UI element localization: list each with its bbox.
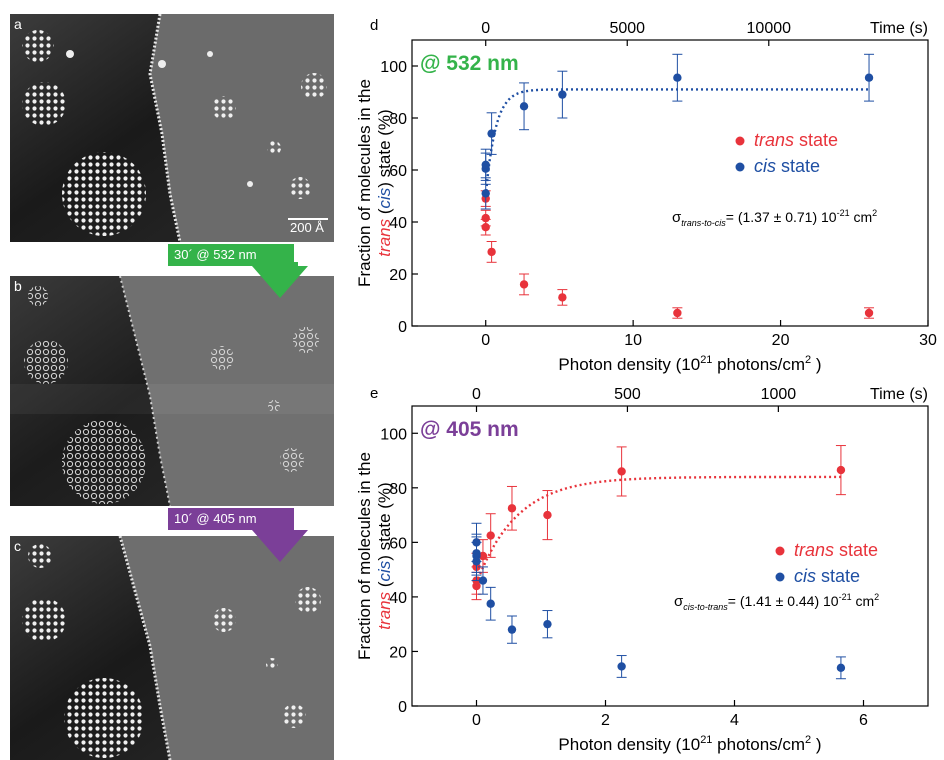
top-tick-label: 1000 (761, 386, 797, 403)
y-axis-label-line2: trans (cis) state (%) (375, 482, 394, 629)
arrow-532-nm: 30´ @ 532 nm (168, 244, 338, 298)
panel-letter-b: b (14, 278, 22, 294)
data-point (481, 160, 490, 169)
y-tick-label: 100 (380, 59, 407, 76)
wavelength-label: @ 405 nm (420, 418, 519, 441)
arrow-405-nm: 10´ @ 405 nm (168, 508, 338, 562)
wavelength-label: @ 532 nm (420, 52, 519, 75)
data-point (836, 663, 846, 673)
panel-letter: d (370, 17, 378, 34)
data-point (519, 102, 529, 111)
data-point (617, 662, 626, 671)
x-tick-label: 20 (772, 332, 790, 349)
top-tick-label: 0 (481, 20, 490, 37)
data-point (487, 247, 496, 257)
data-point (486, 531, 495, 540)
y-tick-label: 60 (389, 163, 407, 180)
y-tick-label: 40 (389, 215, 407, 232)
data-point (481, 223, 490, 232)
cross-section-annotation: σcis-to-trans= (1.41 ± 0.44) 10-21 cm2 (674, 592, 879, 612)
arrow-405-label-box (168, 508, 294, 530)
y-tick-label: 0 (398, 319, 407, 336)
data-point (487, 129, 496, 138)
data-point (507, 625, 517, 634)
y-tick-label: 60 (389, 535, 407, 552)
data-point (617, 467, 626, 476)
y-tick-label: 80 (389, 481, 407, 498)
legend-label: cis state (794, 566, 860, 586)
y-tick-label: 0 (398, 699, 407, 716)
legend-label: trans state (794, 540, 878, 560)
legend-marker (735, 136, 745, 146)
legend-marker (775, 572, 785, 582)
y-tick-label: 100 (380, 426, 407, 443)
top-tick-label: 5000 (609, 20, 645, 37)
top-tick-label: 500 (614, 386, 641, 403)
data-point (478, 576, 488, 585)
y-tick-label: 80 (389, 111, 407, 128)
data-point (481, 213, 490, 223)
arrow-532-head (252, 266, 308, 298)
x-tick-label: 2 (601, 712, 610, 729)
x-tick-label: 4 (730, 712, 739, 729)
scale-bar-label: 200 Å (290, 220, 324, 235)
data-point (864, 73, 874, 82)
cross-section-annotation: σtrans-to-cis= (1.37 ± 0.71) 10-21 cm2 (672, 208, 877, 228)
y-axis-label-line1: Fraction of molecules in the (355, 79, 374, 287)
legend-marker (735, 162, 745, 172)
legend-marker (775, 546, 785, 556)
panel-letter: e (370, 385, 378, 402)
data-point (673, 73, 682, 82)
x-axis-label: Photon density (1021 photons/cm2 ) (558, 354, 821, 374)
top-axis-label: Time (s) (870, 20, 928, 37)
x-tick-label: 0 (481, 332, 490, 349)
top-axis-label: Time (s) (870, 386, 928, 403)
arrow-405-head (252, 530, 308, 562)
panel-letter-a: a (14, 16, 22, 32)
stm-image-c: c (10, 536, 334, 760)
x-tick-label: 6 (859, 712, 868, 729)
y-tick-label: 40 (389, 590, 407, 607)
data-point (478, 551, 488, 561)
fit-curve (475, 475, 841, 584)
data-point (486, 599, 495, 608)
top-tick-label: 0 (472, 386, 481, 403)
stm-image-a: a 200 Å (10, 14, 334, 242)
plot-frame (411, 405, 929, 707)
y-tick-label: 20 (389, 267, 407, 284)
legend-label: cis state (754, 156, 820, 176)
data-point (864, 308, 874, 318)
top-tick-label: 10000 (747, 20, 792, 37)
data-point (836, 465, 846, 475)
x-tick-label: 0 (472, 712, 481, 729)
stm-image-b: b (10, 276, 334, 506)
y-axis-label-line2: trans (cis) state (%) (375, 109, 394, 256)
data-point (543, 510, 552, 520)
data-point (481, 189, 490, 198)
data-point (543, 619, 552, 629)
legend-label: trans state (754, 130, 838, 150)
data-point (519, 280, 529, 289)
x-axis-label: Photon density (1021 photons/cm2 ) (558, 734, 821, 754)
panel-letter-c: c (14, 538, 21, 554)
x-tick-label: 30 (919, 332, 937, 349)
data-point (558, 90, 567, 99)
arrow-532-label-box (168, 244, 294, 266)
arrow-532-label: 30´ @ 532 nm (174, 247, 257, 262)
chart-d: d 0 10 20 30 0 20 40 60 80 100 0 5000 10000 Time (s) Ph… (355, 17, 937, 374)
y-axis-label-line1: Fraction of molecules in the (355, 452, 374, 660)
data-point (558, 293, 567, 302)
arrow-405-label: 10´ @ 405 nm (174, 511, 257, 526)
x-tick-label: 10 (624, 332, 642, 349)
y-tick-label: 20 (389, 644, 407, 661)
data-point (472, 538, 481, 547)
data-point (673, 308, 682, 318)
data-point (507, 504, 517, 513)
plot-frame (411, 39, 929, 327)
